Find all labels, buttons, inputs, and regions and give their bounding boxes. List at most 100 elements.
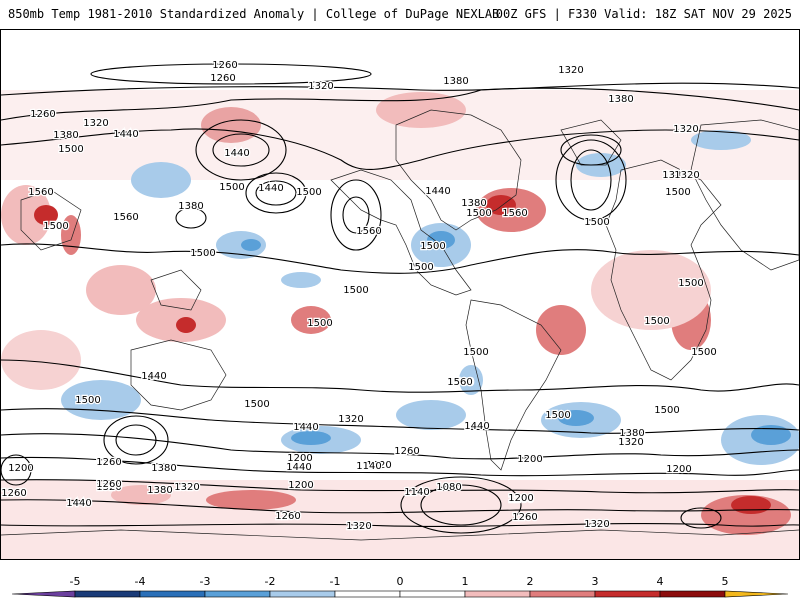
contour-label: 1560 xyxy=(502,208,527,219)
contour-label: 1320 xyxy=(674,170,699,181)
contour-label: 1500 xyxy=(644,316,669,327)
colorbar-bin xyxy=(529,590,596,598)
contour-label: 1500 xyxy=(75,395,100,406)
contour-label: 1500 xyxy=(408,262,433,273)
contour-label: 1260 xyxy=(96,479,121,490)
colorbar-bin xyxy=(399,590,466,598)
contour-label: 1440 xyxy=(293,422,318,433)
contour-label: 1380 xyxy=(461,198,486,209)
contour-label: 1140 xyxy=(404,487,429,498)
colorbar-tick-label: -3 xyxy=(199,575,211,588)
contour-label: 1500 xyxy=(307,318,332,329)
colorbar-bin xyxy=(74,590,141,598)
contour-label: 1080 xyxy=(436,482,461,493)
contour-label: 1560 xyxy=(447,377,472,388)
colorbar-tick-label: 2 xyxy=(526,575,534,588)
contour-label: 1140 xyxy=(356,461,381,472)
contour-label: 1380 xyxy=(443,76,468,87)
contour-label: 1500 xyxy=(545,410,570,421)
contour-label: 1440 xyxy=(425,186,450,197)
contour-label: 1320 xyxy=(558,65,583,76)
contour-label: 1380 xyxy=(608,94,633,105)
contour-label: 1440 xyxy=(464,421,489,432)
contour-label: 1260 xyxy=(96,457,121,468)
contour-label: 1380 xyxy=(53,130,78,141)
contour-label: 1500 xyxy=(244,399,269,410)
colorbar-tick-label: 0 xyxy=(396,575,404,588)
colorbar-bin xyxy=(139,590,206,598)
colorbar: -5 -4 -3 -2 -1 0 1 2 3 4 5 xyxy=(0,570,800,600)
contour-label: 1500 xyxy=(343,285,368,296)
contour-label: 1500 xyxy=(665,187,690,198)
colorbar-bin xyxy=(464,590,531,598)
contour-label: 1200 xyxy=(287,453,312,464)
contour-label: 1440 xyxy=(224,148,249,159)
contour-label: 1500 xyxy=(448,377,473,388)
colorbar-tick-label: -5 xyxy=(69,575,81,588)
contour-label: 1320 xyxy=(338,414,363,425)
contour-label: 1320 xyxy=(584,519,609,530)
contour-label: 1260 xyxy=(210,73,235,84)
anomaly-map: 1260 1260 1320 1380 1320 1380 1260 1380 1320 1440… xyxy=(0,29,800,560)
contour-label: 1500 xyxy=(463,347,488,358)
contour-label: 1500 xyxy=(654,406,679,417)
colorbar-bin xyxy=(204,590,271,598)
colorbar-tick-label: -1 xyxy=(329,575,341,588)
model-run-info: 00Z GFS | F330 Valid: 18Z SAT NOV 29 202… xyxy=(495,7,792,21)
contour-label: 1440 xyxy=(141,371,166,382)
colorbar-high-cap xyxy=(724,590,789,598)
contour-label: 1200 xyxy=(508,493,533,504)
colorbar-low-cap xyxy=(11,590,76,598)
contour-label: 1320 xyxy=(83,118,108,129)
map-title: 850mb Temp 1981-2010 Standardized Anomal… xyxy=(8,7,500,21)
contour-label: 1260 xyxy=(394,446,419,457)
contour-label: 1320 xyxy=(96,482,121,493)
contour-label: 1500 xyxy=(678,278,703,289)
contour-label: 1560 xyxy=(113,212,138,223)
contour-label: 1380 xyxy=(662,170,687,181)
contour-label: 1380 xyxy=(619,428,644,439)
height-contours xyxy=(1,63,799,534)
colorbar-tick-label: 3 xyxy=(591,575,599,588)
contour-label: 1260 xyxy=(30,109,55,120)
contour-label: 1500 xyxy=(584,217,609,228)
contour-label: 1500 xyxy=(654,405,679,416)
contour-label: 1380 xyxy=(147,485,172,496)
contour-label: 1380 xyxy=(151,463,176,474)
colorbar-tick-label: -4 xyxy=(134,575,146,588)
contour-label: 1500 xyxy=(219,182,244,193)
contour-label: 1500 xyxy=(691,347,716,358)
colorbar-tick-label: -2 xyxy=(264,575,276,588)
contour-label: 1200 xyxy=(517,454,542,465)
contour-label: 1440 xyxy=(663,170,688,181)
contour-label: 1320 xyxy=(673,124,698,135)
colorbar-bin xyxy=(594,590,661,598)
contour-label: 1500 xyxy=(420,241,445,252)
contour-label: 1500 xyxy=(466,208,491,219)
contour-label: 1380 xyxy=(178,201,203,212)
contour-label: 1200 xyxy=(666,464,691,475)
contour-label: 1260 xyxy=(512,512,537,523)
contour-label: 1500 xyxy=(58,144,83,155)
contour-label: 1260 xyxy=(275,511,300,522)
contour-label: 1440 xyxy=(258,183,283,194)
colorbar-bin xyxy=(334,590,401,598)
contour-label: 1320 xyxy=(366,460,391,471)
contour-label: 1440 xyxy=(286,462,311,473)
contour-label: 1560 xyxy=(28,187,53,198)
colorbar-scale xyxy=(11,590,789,598)
contour-label: 1500 xyxy=(43,221,68,232)
contour-label: 1560 xyxy=(356,226,381,237)
colorbar-bin xyxy=(269,590,336,598)
contour-label: 1320 xyxy=(346,521,371,532)
colorbar-tick-label: 1 xyxy=(461,575,469,588)
colorbar-bin xyxy=(659,590,726,598)
contour-label: 1320 xyxy=(174,482,199,493)
contour-label: 1320 xyxy=(618,437,643,448)
contour-label: 1500 xyxy=(296,187,321,198)
contour-label: 1260 xyxy=(1,488,26,499)
colorbar-tick-label: 5 xyxy=(721,575,729,588)
coastlines xyxy=(1,109,799,541)
